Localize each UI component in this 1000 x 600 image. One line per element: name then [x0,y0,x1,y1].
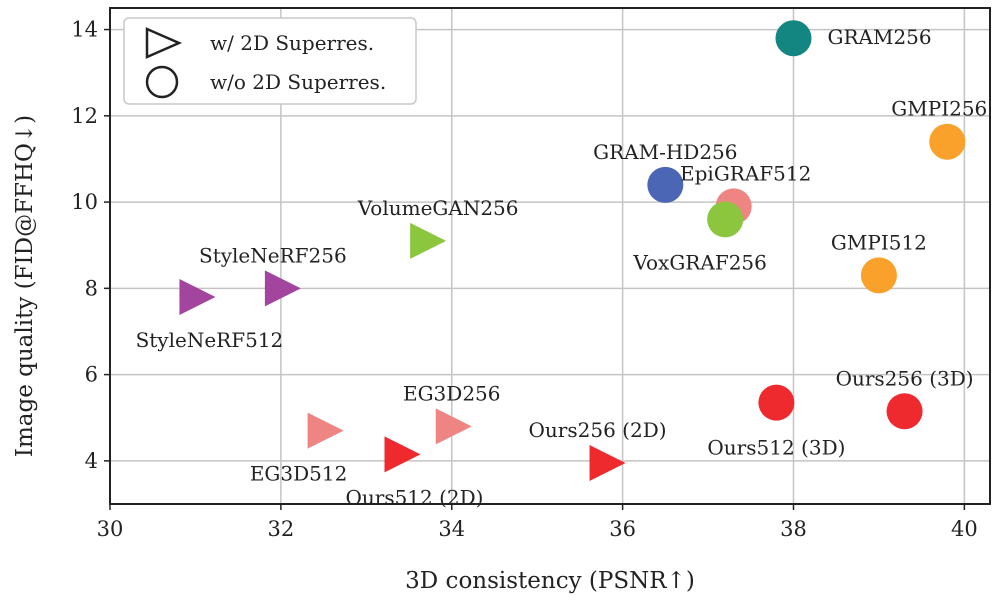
y-tick-label: 8 [85,276,98,300]
point-ours512-3d-label: Ours512 (3D) [707,436,845,460]
point-gmpi512 [860,257,897,294]
x-tick-label: 32 [268,517,295,541]
point-gram-hd256-label: GRAM-HD256 [593,140,737,164]
point-gmpi256-label: GMPI256 [891,97,987,121]
point-stylenerf512-label: StyleNeRF512 [136,328,284,352]
point-volumegan256-label: VolumeGAN256 [357,196,519,220]
point-gram-hd256 [647,166,684,203]
point-gram256 [775,20,812,57]
point-gmpi256 [929,123,966,160]
point-ours256-2d-label: Ours256 (2D) [529,418,667,442]
x-tick-label: 38 [780,517,807,541]
point-volumegan256 [410,222,447,259]
legend-box [123,17,417,105]
x-tick-label: 40 [951,517,978,541]
point-stylenerf256-label: StyleNeRF256 [199,243,347,267]
plot-frame [109,7,991,505]
point-eg3d256-label: EG3D256 [403,381,501,405]
point-ours256-3d [886,393,923,430]
point-ours512-2d [384,436,421,473]
y-axis-ticks: 4 6 8 10 12 14 [71,18,110,473]
x-axis-ticks: 30 32 34 36 38 40 [97,504,978,541]
point-ours512-2d-label: Ours512 (2D) [345,485,483,509]
y-tick-label: 4 [85,449,98,473]
point-voxgraf256-label: VoxGRAF256 [632,250,766,274]
x-axis-title: 3D consistency (PSNR↑) [405,568,695,594]
data-points [179,20,966,482]
legend-circle-marker [145,65,179,99]
y-axis-title: Image quality (FID@FFHQ↓) [12,115,38,457]
point-ours512-3d [758,384,795,421]
point-eg3d512 [307,412,344,449]
point-gmpi512-label: GMPI512 [831,230,927,254]
x-tick-label: 34 [438,517,465,541]
y-tick-label: 12 [71,104,98,128]
point-stylenerf512 [179,278,216,315]
point-epigraf512-label: EpiGRAF512 [680,161,811,185]
point-eg3d256 [435,408,472,445]
point-voxgraf256 [707,201,744,238]
legend: w/ 2D Superres. w/o 2D Superres. [123,17,417,105]
legend-label-triangle: w/ 2D Superres. [210,31,374,55]
legend-triangle-marker [145,27,183,59]
point-ours256-3d-label: Ours256 (3D) [836,366,974,390]
point-ours256-2d [589,445,626,482]
y-tick-label: 10 [71,190,98,214]
y-tick-label: 14 [71,18,98,42]
x-tick-label: 36 [609,517,636,541]
point-gram256-label: GRAM256 [827,25,931,49]
y-tick-label: 6 [85,363,98,387]
point-eg3d512-label: EG3D512 [250,462,348,486]
legend-label-circle: w/o 2D Superres. [210,70,386,94]
x-tick-label: 30 [97,517,124,541]
point-stylenerf256 [264,270,301,307]
